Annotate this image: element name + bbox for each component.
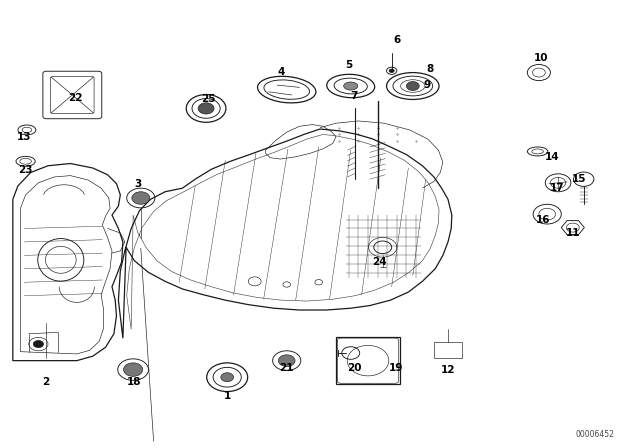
Text: 22: 22 (68, 93, 83, 103)
Text: 20: 20 (347, 363, 361, 373)
Text: 5: 5 (345, 60, 353, 70)
Text: 12: 12 (441, 365, 455, 375)
Text: 11: 11 (566, 228, 580, 238)
Text: 6: 6 (393, 35, 401, 45)
Text: 17: 17 (550, 183, 564, 193)
Text: 24: 24 (372, 257, 387, 267)
Text: 10: 10 (534, 53, 548, 63)
Text: 00006452: 00006452 (575, 430, 614, 439)
Ellipse shape (344, 82, 358, 90)
Text: 13: 13 (17, 132, 31, 142)
Text: 3: 3 (134, 179, 141, 189)
Text: 4: 4 (278, 67, 285, 77)
Text: 8: 8 (426, 65, 434, 74)
Circle shape (132, 192, 150, 204)
Ellipse shape (198, 103, 214, 114)
Circle shape (406, 82, 419, 90)
Circle shape (278, 355, 295, 366)
Text: 25: 25 (201, 94, 215, 103)
Text: 21: 21 (280, 363, 294, 373)
Text: 19: 19 (388, 363, 403, 373)
Text: 14: 14 (545, 152, 559, 162)
Text: 15: 15 (572, 174, 586, 184)
Text: 18: 18 (127, 377, 141, 387)
Circle shape (124, 363, 143, 376)
Circle shape (33, 340, 44, 348)
Circle shape (389, 69, 394, 73)
Bar (336, 337, 400, 384)
Text: 16: 16 (536, 215, 550, 224)
Text: 1: 1 (223, 392, 231, 401)
Bar (434, 342, 462, 358)
Circle shape (221, 373, 234, 382)
Text: 2: 2 (42, 377, 50, 387)
Text: 23: 23 (19, 165, 33, 175)
Text: 7: 7 (350, 91, 358, 101)
Text: 9: 9 (424, 80, 431, 90)
